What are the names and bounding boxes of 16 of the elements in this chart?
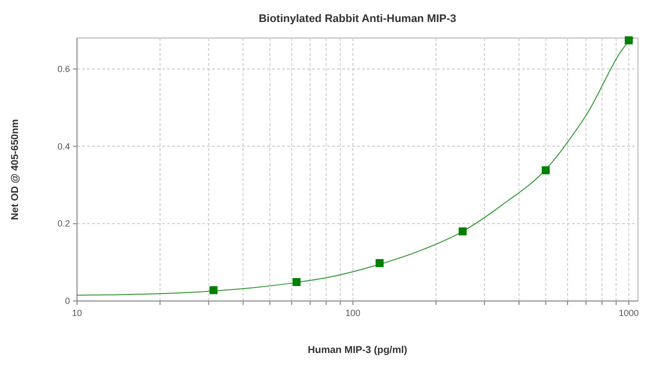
chart-title: Biotinylated Rabbit Anti-Human MIP-3 bbox=[258, 13, 456, 25]
y-tick-label: 0 bbox=[64, 296, 70, 306]
x-axis-title: Human MIP-3 (pg/ml) bbox=[308, 345, 408, 356]
x-tick-label: 10 bbox=[72, 308, 82, 318]
y-tick-label: 0.4 bbox=[57, 141, 70, 152]
x-tick-label: 1000 bbox=[618, 308, 639, 318]
y-axis-title: Net OD @ 405-650nm bbox=[10, 118, 21, 220]
y-tick-label: 0.6 bbox=[57, 64, 70, 74]
point bbox=[292, 278, 301, 286]
point bbox=[458, 227, 467, 236]
y-tick-label: 0.2 bbox=[57, 218, 70, 229]
point bbox=[542, 166, 550, 174]
point bbox=[376, 259, 384, 268]
point bbox=[210, 286, 218, 294]
x-tick-label: 100 bbox=[345, 308, 360, 318]
point bbox=[624, 36, 633, 44]
